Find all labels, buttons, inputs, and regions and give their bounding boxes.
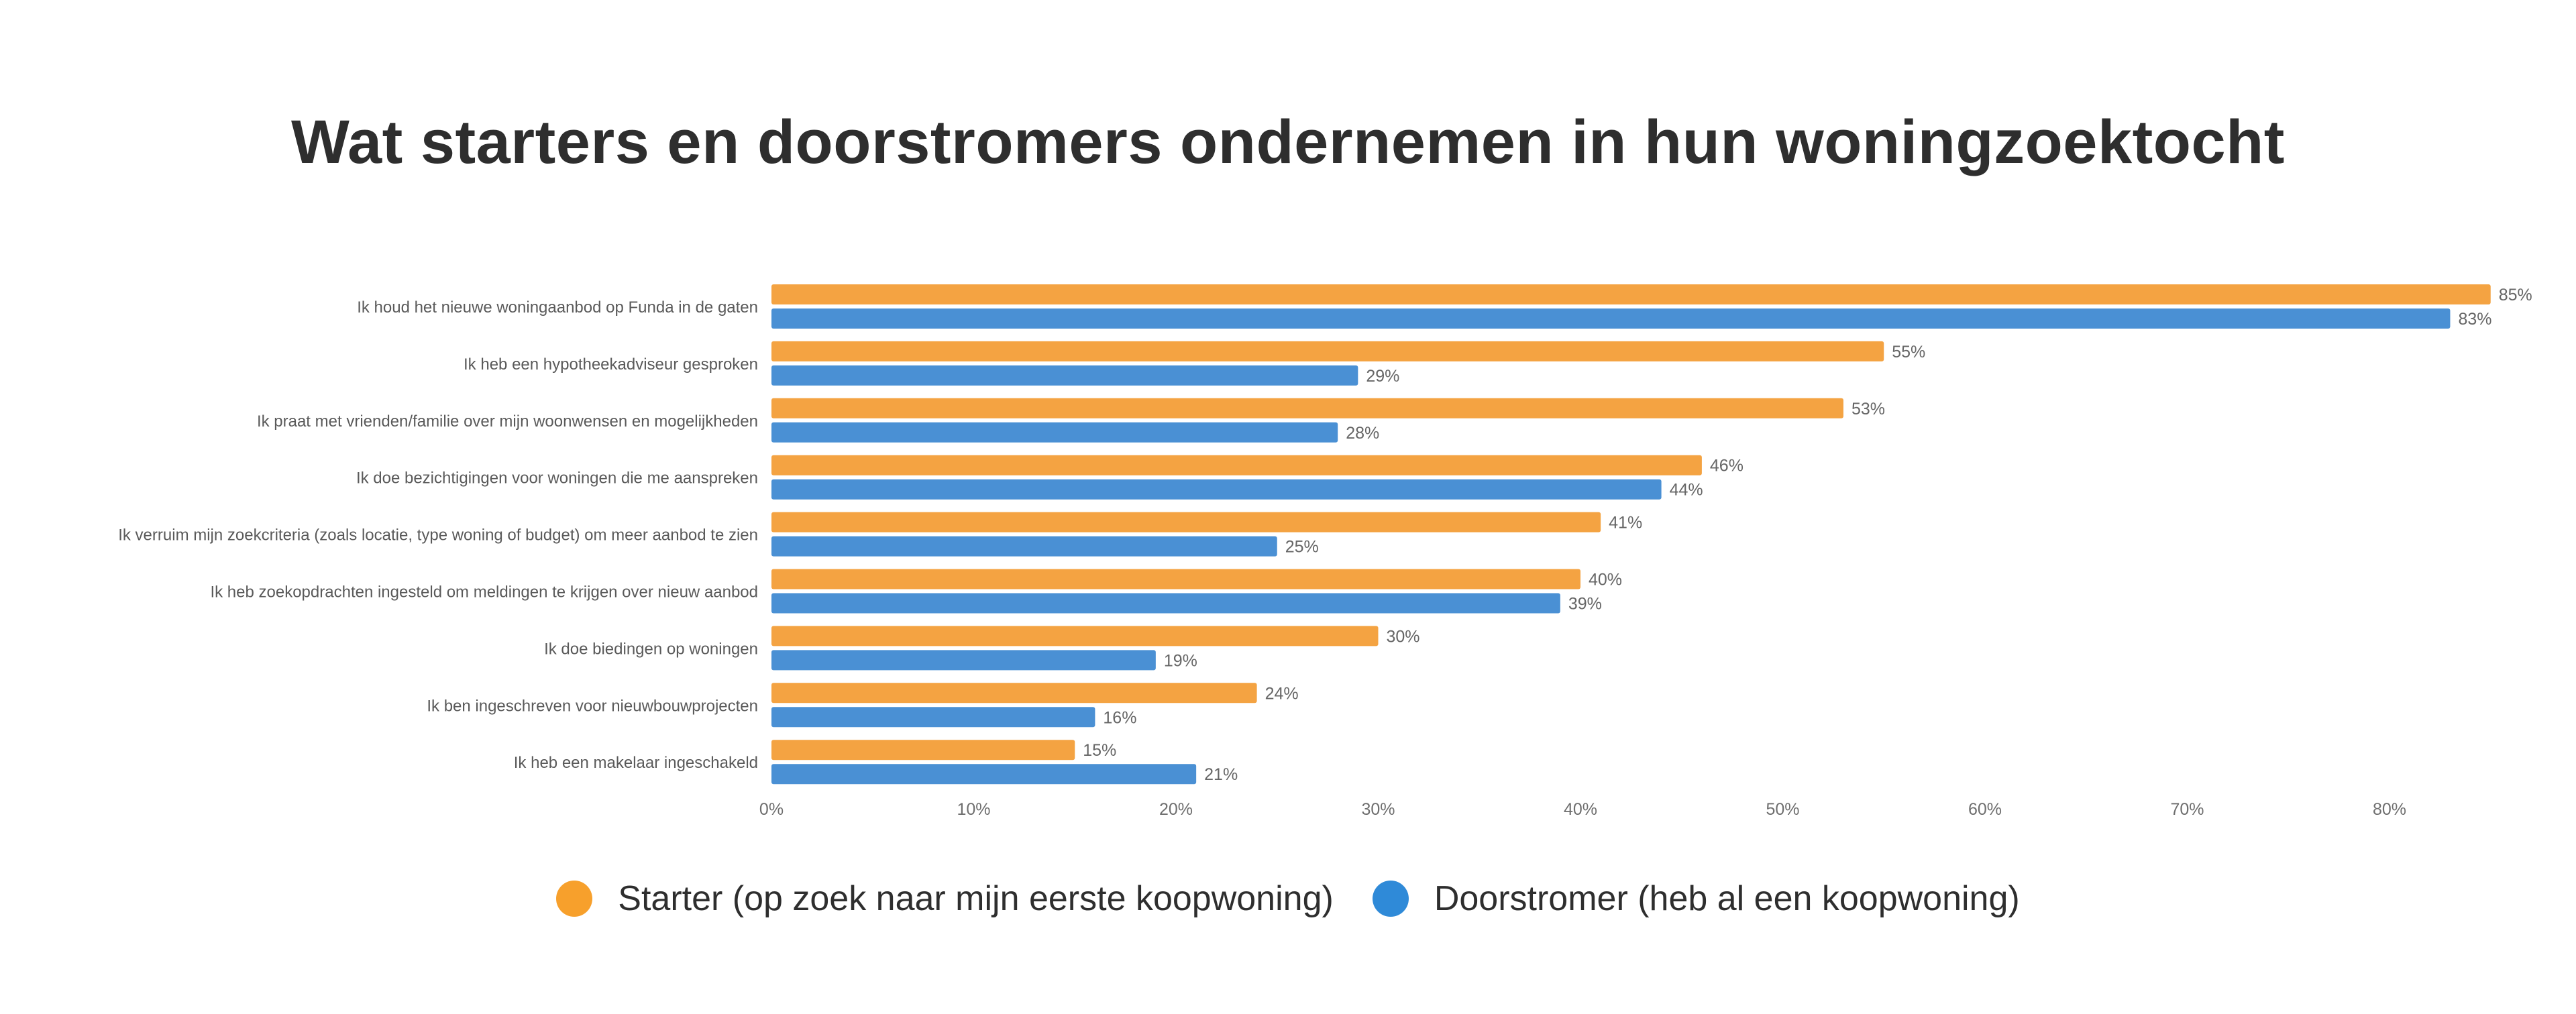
bar-starter: [771, 455, 1702, 475]
bar-doorstromer: [771, 650, 1156, 671]
data-label-starter: 53%: [1851, 400, 1885, 418]
data-label-doorstromer: 16%: [1103, 708, 1136, 727]
legend-label-doorstromer: Doorstromer (heb al een koopwoning): [1434, 879, 2020, 918]
x-tick-label: 60%: [1968, 800, 2002, 819]
legend-item-doorstromer[interactable]: Doorstromer (heb al een koopwoning): [1372, 879, 2020, 919]
category-label: Ik heb een hypotheekadviseur gesproken: [464, 355, 758, 374]
bar-doorstromer: [771, 308, 2451, 329]
data-label-starter: 41%: [1609, 514, 1642, 532]
bar-doorstromer: [771, 593, 1560, 614]
x-tick-label: 20%: [1159, 800, 1193, 819]
data-label-starter: 15%: [1083, 741, 1116, 760]
chart-title: Wat starters en doorstromers ondernemen …: [291, 108, 2285, 176]
data-label-starter: 85%: [2499, 286, 2532, 304]
data-label-doorstromer: 39%: [1568, 595, 1602, 614]
legend-marker-doorstromer: [1372, 881, 1409, 917]
data-label-starter: 40%: [1589, 571, 1622, 589]
bar-doorstromer: [771, 536, 1277, 557]
data-label-starter: 30%: [1387, 627, 1420, 646]
data-label-starter: 46%: [1710, 457, 1743, 475]
category-label: Ik doe bezichtigingen voor woningen die …: [356, 469, 758, 488]
bar-doorstromer: [771, 764, 1197, 785]
x-tick-label: 50%: [1766, 800, 1799, 819]
data-label-doorstromer: 44%: [1670, 481, 1703, 500]
x-tick-label: 10%: [957, 800, 990, 819]
category-label: Ik doe biedingen op woningen: [544, 640, 758, 658]
bar-starter: [771, 284, 2491, 304]
category-label: Ik praat met vrienden/familie over mijn …: [257, 412, 758, 431]
bar-doorstromer: [771, 365, 1358, 386]
x-tick-label: 40%: [1564, 800, 1597, 819]
data-label-starter: 55%: [1892, 343, 1925, 361]
x-tick-label: 30%: [1361, 800, 1395, 819]
data-label-doorstromer: 19%: [1164, 651, 1197, 670]
data-label-doorstromer: 83%: [2458, 310, 2491, 329]
category-label: Ik houd het nieuwe woningaanbod op Funda…: [357, 298, 758, 317]
category-label: Ik heb een makelaar ingeschakeld: [514, 754, 758, 772]
data-label-doorstromer: 21%: [1204, 765, 1238, 784]
bar-starter: [771, 569, 1580, 589]
legend-item-starter[interactable]: Starter (op zoek naar mijn eerste koopwo…: [556, 879, 1334, 919]
bar-doorstromer: [771, 422, 1338, 443]
bar-starter: [771, 683, 1257, 703]
bar-chart: Ik houd het nieuwe woningaanbod op Funda…: [118, 284, 2532, 819]
data-label-doorstromer: 28%: [1346, 424, 1379, 443]
data-label-doorstromer: 25%: [1285, 538, 1319, 557]
bar-doorstromer: [771, 707, 1095, 728]
category-label: Ik ben ingeschreven voor nieuwbouwprojec…: [427, 697, 758, 715]
bar-starter: [771, 740, 1075, 760]
x-tick-label: 80%: [2373, 800, 2406, 819]
category-label: Ik verruim mijn zoekcriteria (zoals loca…: [118, 526, 758, 545]
legend-marker-starter: [556, 881, 593, 917]
bar-starter: [771, 512, 1601, 532]
data-label-starter: 24%: [1265, 684, 1299, 703]
bar-doorstromer: [771, 479, 1662, 500]
x-tick-label: 0%: [759, 800, 784, 819]
data-label-doorstromer: 29%: [1366, 367, 1399, 386]
bar-starter: [771, 626, 1379, 646]
x-tick-label: 70%: [2170, 800, 2204, 819]
chart-legend: Starter (op zoek naar mijn eerste koopwo…: [0, 879, 2576, 919]
legend-label-starter: Starter (op zoek naar mijn eerste koopwo…: [618, 879, 1334, 918]
bar-starter: [771, 341, 1884, 361]
bar-starter: [771, 398, 1843, 418]
category-label: Ik heb zoekopdrachten ingesteld om meldi…: [210, 583, 758, 602]
